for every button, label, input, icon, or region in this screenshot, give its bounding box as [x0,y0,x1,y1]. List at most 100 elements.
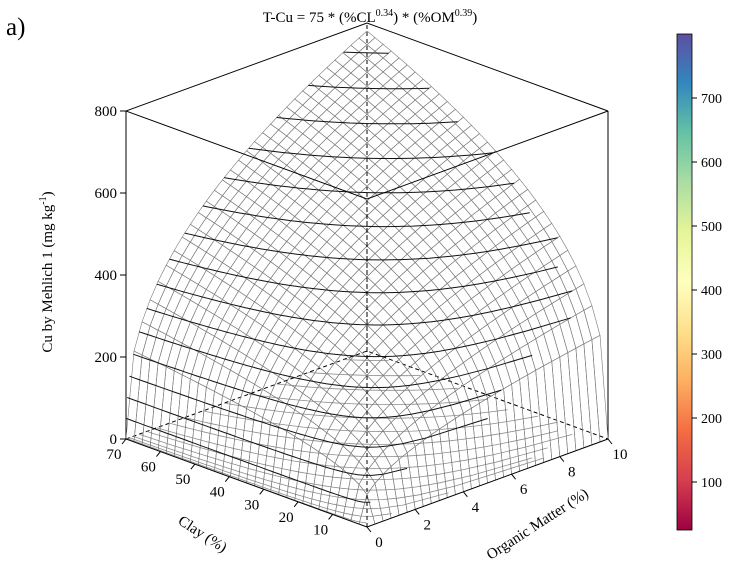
surface-cell [406,156,424,173]
surface-cell [350,37,368,53]
surface-cell [454,221,472,239]
surface-cell [406,99,424,115]
surface-cell [430,136,448,152]
surface-cell [342,143,360,159]
surface-cell [229,190,247,208]
surface-cell [398,106,416,122]
surface-cell [406,399,424,423]
z-tick-label: 800 [95,104,118,120]
surface-cell [487,196,505,214]
surface-cell [262,393,279,423]
surface-cell [487,245,505,264]
surface-cell [221,200,239,218]
surface-cell [342,157,360,173]
x-axis-ticks: 10 20 30 40 50 60 70 [107,438,333,538]
surface-cell [462,199,480,217]
surface-cell [278,194,296,211]
y-tick-mark [463,491,468,498]
surface-cell [406,142,424,158]
surface-cell [302,198,320,215]
surface-cell [503,233,521,252]
surface-cell [326,295,344,313]
surface-cell [374,230,392,247]
surface-cell [446,276,464,295]
surface-cell [446,260,464,278]
surface-cell [318,137,336,153]
surface-cell [254,132,272,148]
surface-cell [350,402,368,422]
surface-cell [454,270,472,288]
surface-cell [414,135,432,151]
surface-cell [294,207,312,224]
surface-cell [430,165,448,182]
surface-cell [294,191,312,208]
surface-cell [414,224,432,241]
surface-cell [382,268,400,286]
surface-cell [342,293,360,311]
surface-cell [398,269,416,287]
surface-cell [398,238,416,255]
surface-cell [422,279,440,298]
surface-cell [406,246,424,263]
surface-cell [366,37,384,52]
surface-cell [238,196,255,213]
y-tick-mark [607,438,613,445]
surface-cell [519,222,537,241]
surface-cell [246,249,264,268]
surface-cell [390,57,408,73]
floor-contour-line [156,427,573,469]
surface-cell [390,276,408,294]
surface-cell [318,241,336,258]
surface-cell [342,201,360,218]
surface-cell [454,253,472,272]
surface-plot [125,30,609,528]
surface-cell [294,301,312,320]
surface-cell [374,276,392,293]
surface-cell [246,217,264,235]
surface-cell [286,279,304,297]
surface-cell [390,341,408,360]
surface-cell [487,165,505,182]
surface-cell [470,241,488,259]
surface-cell [446,293,464,312]
surface-cell [374,291,392,309]
surface-cell [398,452,416,513]
surface-cell [302,275,320,293]
surface-cell [382,149,400,165]
surface-cell [294,237,312,255]
surface-cell [286,262,304,281]
surface-cell [430,150,448,167]
surface-cell [342,216,360,233]
surface-cell [350,135,368,151]
surface-cell [318,288,336,306]
surface-cell [446,123,464,139]
surface-cell [503,184,521,202]
surface-cell [310,160,328,176]
surface-contour-line [308,84,430,90]
surface-cell [294,133,312,149]
surface-cell [342,261,360,279]
surface-cell [350,65,368,80]
surface-cell [390,230,408,247]
surface-cell [422,366,440,388]
surface-cell [238,180,255,198]
surface-cell [350,284,368,302]
surface-cell [398,134,416,151]
surface-cell [149,329,167,364]
surface-cell [270,203,288,221]
z-tick-label: 0 [110,432,118,448]
surface-cell [422,114,440,130]
y-axis-label: Organic Matter (%) [484,486,592,564]
surface-cell [406,231,424,248]
surface-cell [262,245,280,263]
surface-cell [454,287,472,306]
surface-cell [430,225,448,243]
surface-cell [382,78,400,94]
surface-cell [181,321,199,349]
surface-cell [326,202,344,219]
surface-cell [430,180,448,197]
surface-cell [462,184,480,201]
surface-cell [374,245,392,262]
surface-cell [374,260,392,278]
surface-cell [390,308,408,326]
